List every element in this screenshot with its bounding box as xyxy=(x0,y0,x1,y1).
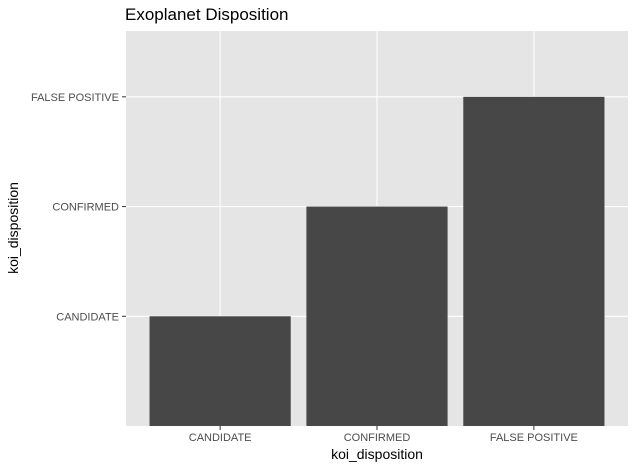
y-tick-label: FALSE POSITIVE xyxy=(31,92,119,104)
x-axis-ticks: CANDIDATE CONFIRMED FALSE POSITIVE xyxy=(189,426,578,444)
bar-false-positive xyxy=(463,96,605,426)
bar-candidate xyxy=(149,316,291,426)
y-tick-label: CONFIRMED xyxy=(52,202,119,214)
bar-confirmed xyxy=(306,206,448,426)
y-axis-ticks: CANDIDATE CONFIRMED FALSE POSITIVE xyxy=(31,92,126,323)
x-tick-label: CONFIRMED xyxy=(344,432,411,444)
y-axis-title: koi_disposition xyxy=(5,182,21,274)
x-axis-title: koi_disposition xyxy=(331,446,423,462)
chart-title: Exoplanet Disposition xyxy=(125,5,288,24)
x-tick-label: CANDIDATE xyxy=(189,432,252,444)
bars xyxy=(149,96,605,426)
x-tick-label: FALSE POSITIVE xyxy=(490,432,578,444)
y-tick-label: CANDIDATE xyxy=(56,311,119,323)
